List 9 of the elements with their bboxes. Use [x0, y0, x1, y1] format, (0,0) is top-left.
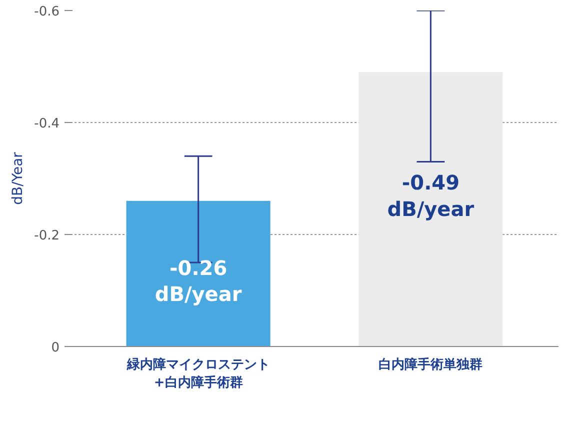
y-tick-label: -0.6 — [34, 4, 60, 20]
y-axis-title: dB/Year — [10, 152, 26, 205]
x-tick-label: 白内障手術単独群 — [378, 356, 483, 372]
data-label: -0.26 dB/year — [154, 256, 242, 306]
y-tick-label: 0 — [51, 340, 60, 356]
x-tick-label: 緑内障マイクロステント+白内障手術群 — [126, 356, 270, 390]
data-label: -0.49 dB/year — [387, 170, 474, 221]
y-tick-label: -0.2 — [34, 228, 60, 244]
y-tick-label: -0.4 — [34, 116, 60, 132]
